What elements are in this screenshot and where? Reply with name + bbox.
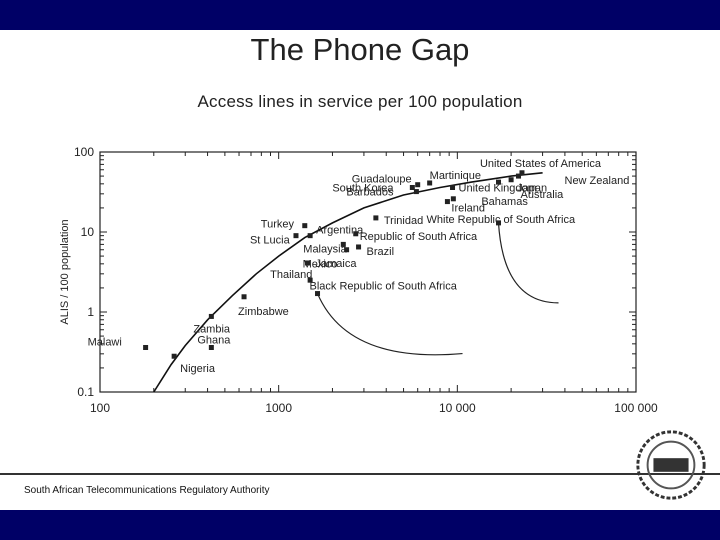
data-point-label: St Lucia (250, 235, 291, 247)
data-point (171, 353, 177, 359)
data-point (307, 277, 313, 283)
data-point (496, 179, 502, 185)
data-point (413, 189, 419, 195)
data-point (496, 220, 502, 226)
data-point-label: Barbados (346, 187, 394, 199)
bottom-banner (0, 510, 720, 540)
data-point (516, 173, 522, 179)
data-point-label: Ghana (197, 334, 231, 346)
data-point-label: Ireland (451, 203, 485, 215)
data-point (304, 260, 310, 266)
footer-organization: South African Telecommunications Regulat… (24, 485, 270, 496)
data-point-label: Brazil (367, 246, 395, 258)
data-point (208, 313, 214, 319)
data-point-label: Guadaloupe (352, 174, 412, 186)
data-point-label: United States of America (480, 158, 602, 170)
data-point (415, 182, 421, 188)
data-point-label: Zimbabwe (238, 306, 289, 318)
data-point (450, 196, 456, 202)
data-point-label: Thailand (270, 269, 312, 281)
annotation-arc (316, 293, 463, 356)
data-point-label: New Zealand (565, 175, 630, 187)
data-point-label: Black Republic of South Africa (310, 281, 458, 293)
data-point-label: Australia (521, 189, 565, 201)
plot-frame (99, 151, 637, 393)
data-point-label: Trinidad (384, 215, 423, 227)
data-point (444, 199, 450, 205)
data-point-label: South Korea (332, 182, 394, 194)
x-tick-label: 100 (90, 401, 110, 415)
data-point (508, 177, 514, 183)
x-tick-label: 10 000 (439, 401, 476, 415)
trend-curve (153, 172, 543, 393)
y-tick-label: 100 (74, 145, 94, 159)
satra-seal-icon (636, 430, 706, 500)
x-tick-label: 1000 (265, 401, 292, 415)
data-point (450, 184, 456, 190)
data-point (241, 294, 247, 300)
data-point (427, 180, 433, 186)
slide-title: The Phone Gap (250, 32, 470, 67)
data-point-label: Jamaica (315, 258, 357, 270)
data-point (315, 291, 321, 297)
data-point (307, 233, 313, 239)
y-tick-label: 1 (87, 305, 94, 319)
top-banner (0, 0, 720, 30)
data-point-label: Republic of South Africa (360, 231, 478, 243)
y-tick-label: 0.1 (77, 385, 94, 399)
data-point (208, 344, 214, 350)
x-tick-label: 100 000 (614, 401, 658, 415)
data-point-label: Japan (517, 183, 547, 195)
data-point (519, 170, 525, 176)
data-point (356, 244, 362, 250)
data-point-label: Mexico (303, 259, 338, 271)
data-point-label: White Republic of South Africa (427, 214, 576, 226)
data-point-label: Martinique (430, 170, 481, 182)
data-point (344, 247, 350, 253)
data-point (143, 344, 149, 350)
data-point-label: United Kingdom (459, 182, 537, 194)
data-point-label: Argentina (316, 225, 364, 237)
data-point-label: Zambia (193, 323, 231, 335)
data-point (373, 215, 379, 221)
data-point-label: Nigeria (180, 363, 216, 375)
data-point-label: Malawi (88, 336, 122, 348)
data-point (353, 231, 359, 237)
data-point (409, 184, 415, 190)
data-point-label: Malaysia (303, 243, 347, 255)
data-point (293, 233, 299, 239)
data-point (302, 223, 308, 229)
footer-divider (0, 473, 720, 475)
y-tick-label: 10 (81, 225, 95, 239)
data-point-label: Bahamas (481, 196, 528, 208)
annotation-arc (497, 222, 559, 304)
phone-gap-chart: 100 1000 10 000 100 000 0.1 1 10 100 ALIS / 100 … (59, 145, 658, 415)
chart-subtitle: Access lines in service per 100 populati… (197, 92, 523, 111)
data-point-label: Turkey (261, 219, 295, 231)
data-point (340, 241, 346, 247)
y-axis-label: ALIS / 100 population (59, 219, 71, 324)
